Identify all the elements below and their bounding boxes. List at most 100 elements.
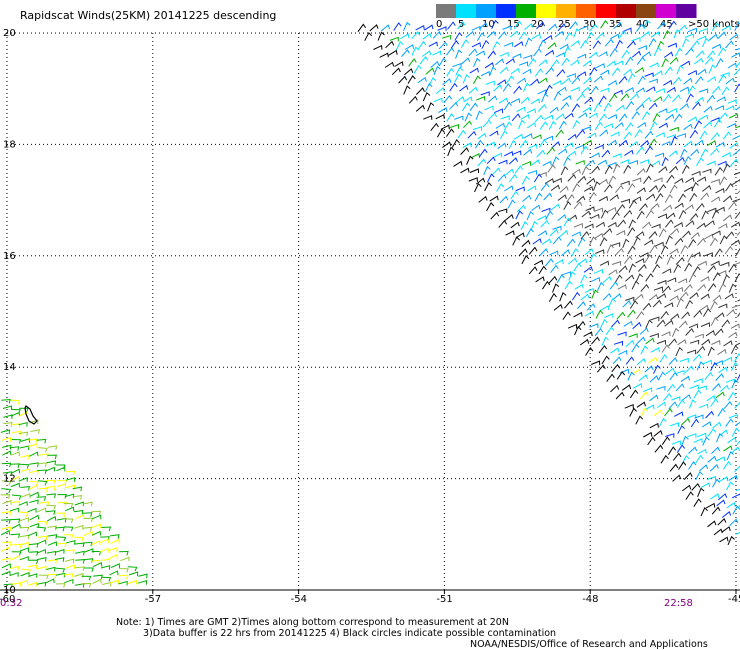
wind-barb	[11, 494, 22, 500]
wind-barb	[628, 199, 637, 209]
wind-barb	[722, 195, 733, 203]
wind-barb	[36, 496, 47, 501]
wind-barb	[631, 36, 641, 42]
wind-barb	[469, 67, 479, 74]
wind-barb	[660, 310, 669, 320]
wind-barb	[702, 359, 713, 365]
wind-barb	[379, 52, 389, 58]
wind-barb	[718, 112, 728, 121]
wind-barb	[449, 82, 458, 92]
wind-barb	[647, 436, 656, 446]
wind-barb	[636, 210, 645, 220]
wind-barb	[118, 574, 129, 580]
wind-barb	[710, 260, 720, 266]
wind-barb	[30, 429, 40, 434]
wind-barb	[695, 202, 705, 212]
wind-barb	[564, 300, 573, 309]
wind-barb	[653, 286, 663, 292]
wind-barb	[514, 41, 524, 48]
wind-barb	[581, 210, 591, 218]
wind-barb	[618, 349, 628, 356]
wind-barb	[498, 159, 508, 165]
wind-barb	[622, 300, 632, 308]
wind-barb	[723, 356, 733, 363]
wind-barb	[430, 60, 440, 68]
wind-barb	[728, 263, 737, 273]
wind-barb	[717, 518, 727, 526]
wind-barb	[19, 556, 29, 561]
wind-barb	[570, 248, 579, 257]
wind-barb	[37, 539, 47, 545]
wind-barb	[698, 28, 709, 33]
wind-barb	[715, 391, 725, 399]
wind-barb	[459, 84, 469, 92]
wind-barb	[735, 421, 740, 426]
wind-barb	[577, 71, 587, 78]
wind-barb	[608, 297, 616, 308]
wind-barb	[577, 320, 586, 330]
wind-barb	[577, 237, 586, 247]
wind-barb	[380, 24, 391, 32]
wind-barb	[657, 21, 667, 30]
wind-barb	[462, 102, 471, 111]
wind-barb	[652, 113, 661, 123]
wind-barb	[455, 49, 463, 59]
wind-barb	[588, 191, 597, 201]
wind-barb	[497, 173, 507, 182]
wind-barb	[18, 511, 29, 517]
wind-barb	[541, 238, 552, 245]
wind-barb	[728, 113, 739, 119]
wind-barb	[20, 438, 31, 443]
wind-barb	[519, 139, 529, 149]
wind-barb	[593, 75, 603, 83]
wind-barb	[680, 244, 689, 254]
wind-barb	[419, 56, 429, 65]
wind-barb	[411, 46, 420, 56]
wind-barb	[714, 328, 724, 336]
wind-barb	[20, 468, 31, 474]
wind-barb	[613, 340, 624, 346]
colorbar-label: 45	[660, 19, 673, 30]
wind-barb	[628, 159, 639, 165]
wind-barb	[725, 105, 735, 111]
wind-barb	[610, 347, 620, 354]
wind-barb	[55, 548, 65, 554]
wind-barb	[597, 159, 608, 166]
wind-barb	[513, 133, 524, 140]
wind-barb	[573, 262, 582, 272]
wind-barb	[447, 146, 455, 157]
wind-barb	[713, 118, 722, 128]
wind-barb	[611, 211, 620, 220]
wind-barb	[99, 538, 109, 544]
wind-barb	[476, 95, 486, 101]
wind-barb	[47, 445, 58, 451]
wind-barb	[499, 66, 509, 74]
wind-barb	[715, 312, 725, 320]
wind-barb	[704, 56, 714, 65]
wind-barb	[545, 258, 554, 267]
wind-barb	[583, 139, 593, 146]
wind-barb	[734, 21, 740, 32]
wind-barb	[600, 19, 609, 29]
wind-barb	[373, 44, 383, 50]
wind-barb	[683, 472, 693, 480]
wind-barb	[93, 561, 103, 567]
wind-barb	[21, 493, 31, 498]
wind-barb	[433, 97, 443, 103]
wind-barb	[391, 67, 401, 76]
wind-barb	[636, 168, 646, 176]
wind-barb	[589, 323, 599, 328]
wind-barb	[442, 141, 452, 148]
wind-barb	[673, 286, 684, 292]
wind-barb	[549, 228, 559, 237]
wind-barb	[722, 163, 731, 173]
wind-barb	[649, 121, 658, 131]
wind-barb	[713, 360, 724, 365]
wind-barb	[467, 130, 477, 139]
wind-barb	[119, 550, 129, 556]
wind-barb	[523, 54, 533, 60]
wind-barb	[694, 414, 704, 420]
wind-barb	[635, 258, 645, 264]
wind-barb	[670, 135, 678, 146]
wind-barb	[1, 563, 12, 569]
